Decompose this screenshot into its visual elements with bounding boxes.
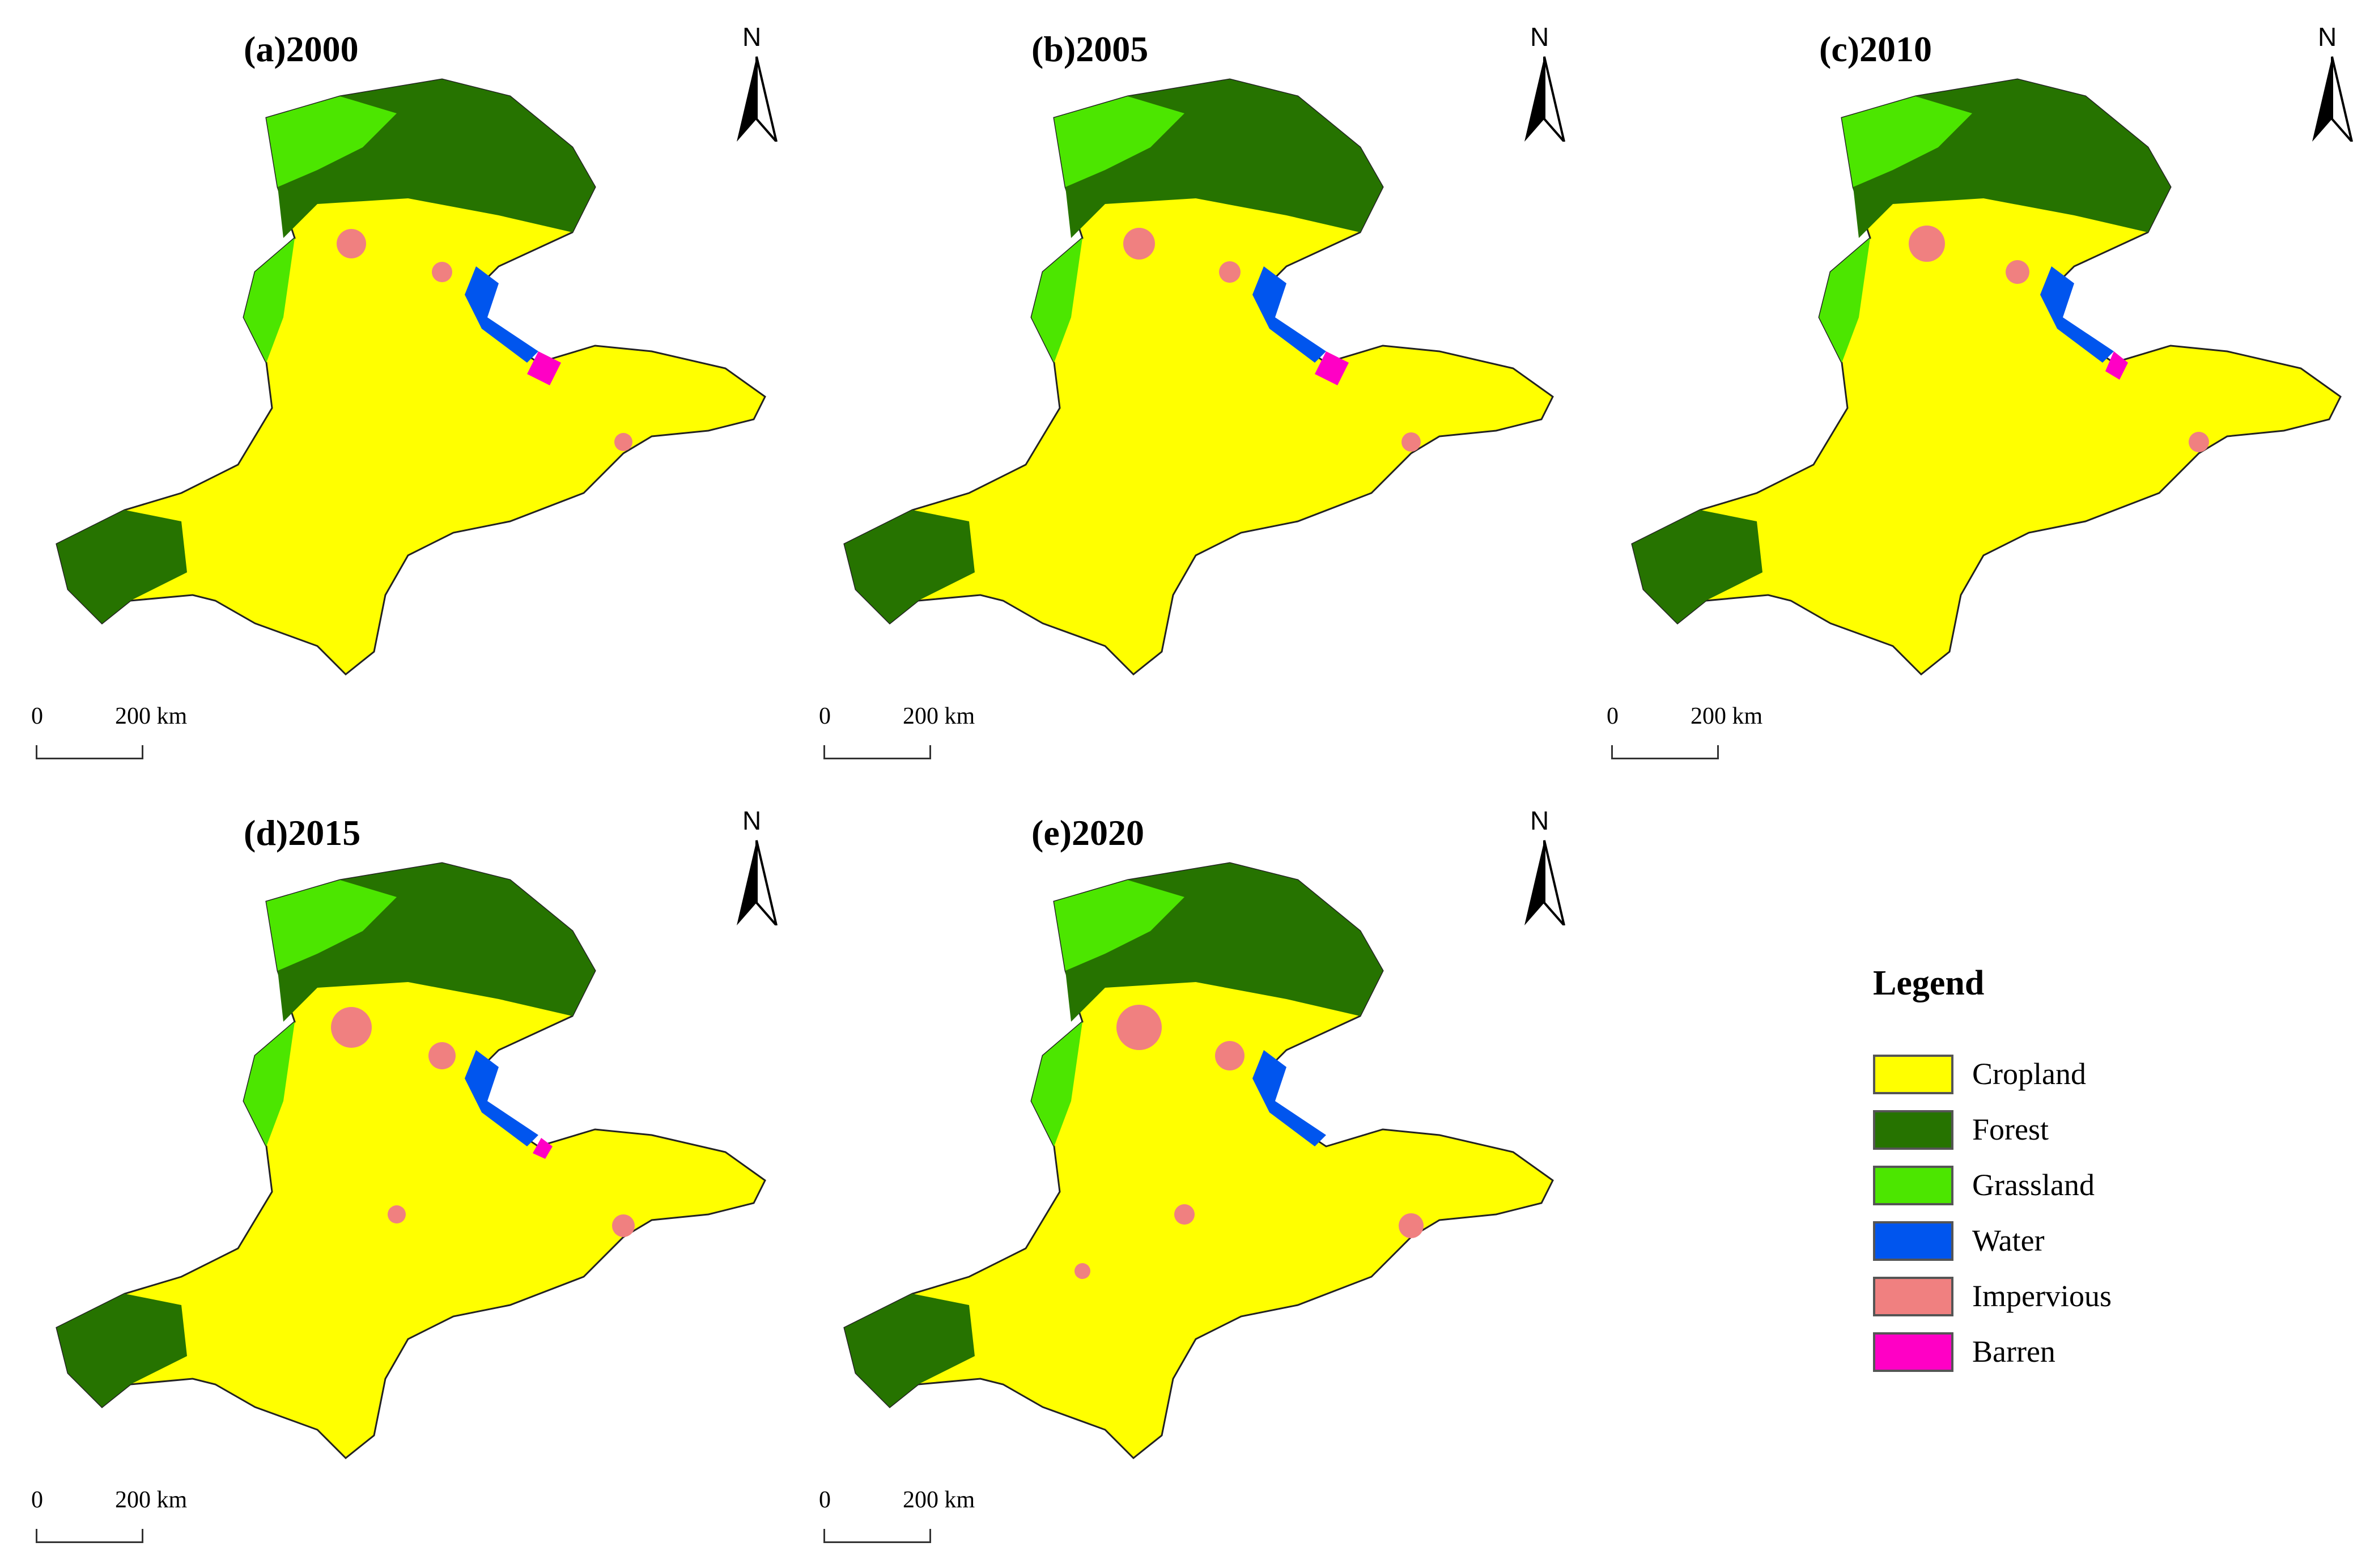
panel-title: (e)2020 bbox=[1031, 813, 1145, 853]
legend-swatch bbox=[1873, 1110, 1953, 1150]
region-map bbox=[56, 78, 766, 676]
north-arrow-icon bbox=[737, 56, 778, 142]
scale-bar: 0 200 km bbox=[819, 703, 975, 771]
north-arrow-icon bbox=[737, 840, 778, 925]
region-map bbox=[843, 78, 1554, 676]
scale-line bbox=[1611, 745, 1719, 759]
legend-label: Impervious bbox=[1972, 1279, 2112, 1313]
legend: Legend Cropland Forest Grassland Water I… bbox=[1873, 963, 2213, 1394]
legend-swatch bbox=[1873, 1221, 1953, 1261]
map-panel-2020: (e)2020 N 0 200 km bbox=[788, 784, 1578, 1567]
map-panel-2015: (d)2015 N 0 200 km bbox=[0, 784, 790, 1567]
scale-line bbox=[823, 1529, 931, 1543]
scale-distance-label: 200 km bbox=[115, 1487, 188, 1513]
scale-bar: 0 200 km bbox=[1607, 703, 1762, 771]
scale-distance-label: 200 km bbox=[115, 703, 188, 729]
north-label: N bbox=[2318, 22, 2337, 52]
scale-distance-label: 200 km bbox=[1691, 703, 1763, 729]
legend-title: Legend bbox=[1873, 964, 1985, 1002]
legend-item-grassland: Grassland bbox=[1873, 1162, 2213, 1208]
legend-item-impervious: Impervious bbox=[1873, 1273, 2213, 1319]
scale-line bbox=[36, 1529, 143, 1543]
scale-line bbox=[823, 745, 931, 759]
scale-zero-label: 0 bbox=[819, 1487, 831, 1513]
legend-swatch bbox=[1873, 1332, 1953, 1372]
scale-zero-label: 0 bbox=[31, 1487, 43, 1513]
legend-item-forest: Forest bbox=[1873, 1107, 2213, 1152]
legend-item-water: Water bbox=[1873, 1218, 2213, 1263]
legend-swatch bbox=[1873, 1277, 1953, 1316]
north-arrow-icon bbox=[1524, 840, 1565, 925]
region-map bbox=[1631, 78, 2342, 676]
north-label: N bbox=[1530, 22, 1549, 52]
scale-zero-label: 0 bbox=[31, 703, 43, 729]
north-label: N bbox=[742, 22, 762, 52]
scale-bar: 0 200 km bbox=[31, 1486, 187, 1554]
legend-item-cropland: Cropland bbox=[1873, 1051, 2213, 1097]
legend-item-barren: Barren bbox=[1873, 1329, 2213, 1374]
legend-label: Forest bbox=[1972, 1112, 2049, 1146]
scale-zero-label: 0 bbox=[1607, 703, 1619, 729]
panel-title: (d)2015 bbox=[244, 813, 361, 853]
map-panel-2010: (c)2010 N 0 200 km bbox=[1575, 0, 2365, 784]
north-label: N bbox=[742, 806, 762, 835]
legend-label: Cropland bbox=[1972, 1057, 2086, 1091]
scale-line bbox=[36, 745, 143, 759]
legend-label: Grassland bbox=[1972, 1168, 2095, 1202]
north-arrow-icon bbox=[1524, 56, 1565, 142]
north-arrow-icon bbox=[2312, 56, 2353, 142]
panel-title: (a)2000 bbox=[244, 29, 359, 69]
legend-label: Water bbox=[1972, 1223, 2045, 1257]
panel-title: (b)2005 bbox=[1031, 29, 1149, 69]
north-label: N bbox=[1530, 806, 1549, 835]
panel-title: (c)2010 bbox=[1819, 29, 1932, 69]
scale-zero-label: 0 bbox=[819, 703, 831, 729]
legend-swatch bbox=[1873, 1055, 1953, 1094]
scale-distance-label: 200 km bbox=[903, 1487, 975, 1513]
legend-label: Barren bbox=[1972, 1335, 2055, 1369]
map-panel-2000: (a)2000 N 0 200 km bbox=[0, 0, 790, 784]
legend-swatch bbox=[1873, 1166, 1953, 1205]
scale-distance-label: 200 km bbox=[903, 703, 975, 729]
scale-bar: 0 200 km bbox=[819, 1486, 975, 1554]
region-map bbox=[56, 862, 766, 1460]
region-map bbox=[843, 862, 1554, 1460]
scale-bar: 0 200 km bbox=[31, 703, 187, 771]
map-panel-2005: (b)2005 N 0 200 km bbox=[788, 0, 1578, 784]
